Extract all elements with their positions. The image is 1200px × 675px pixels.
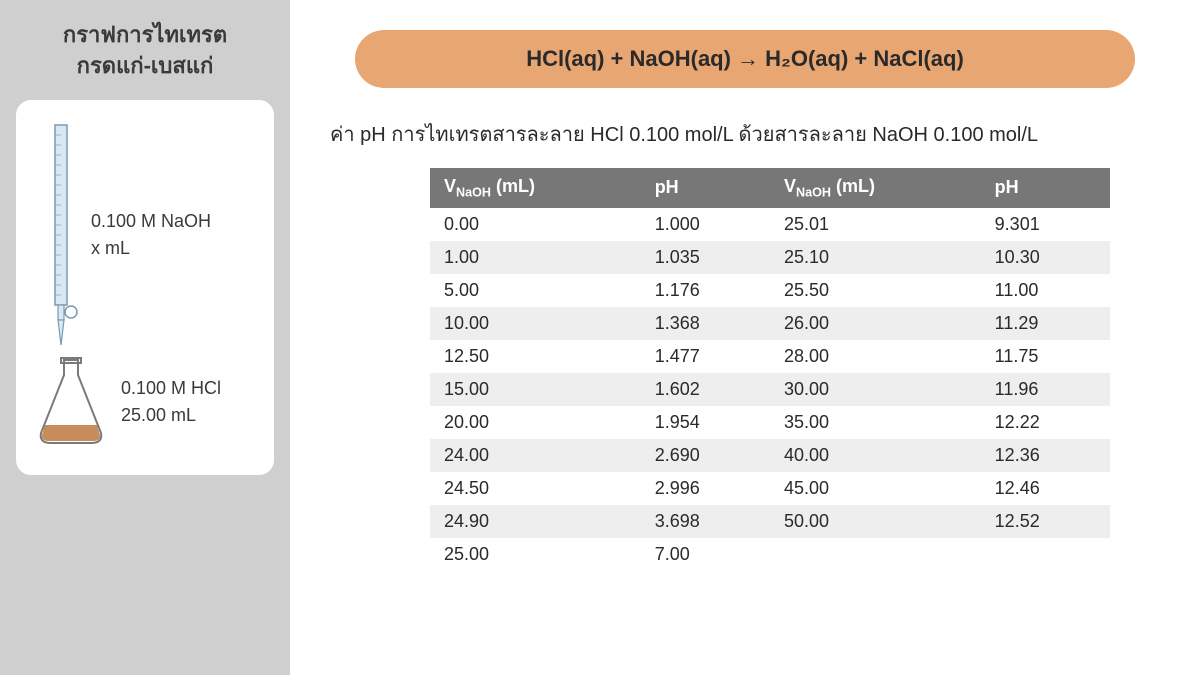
sidebar-title-line1: กราฟการไทเทรต [63,22,227,47]
table-row: 25.007.00 [430,538,1110,571]
table-cell: 25.10 [770,241,981,274]
table-cell: 1.000 [641,208,770,241]
table-cell: 1.176 [641,274,770,307]
main-content: HCl(aq) + NaOH(aq) → H₂O(aq) + NaCl(aq) … [290,0,1200,675]
sidebar: กราฟการไทเทรต กรดแก่-เบสแก่ [0,0,290,675]
flask-icon [31,355,111,450]
table-cell: 1.477 [641,340,770,373]
table-cell: 9.301 [981,208,1110,241]
table-cell: 24.00 [430,439,641,472]
col-header-vnaoh-2: VNaOH (mL) [770,168,981,208]
table-cell: 1.954 [641,406,770,439]
table-cell: 12.22 [981,406,1110,439]
table-row: 24.002.69040.0012.36 [430,439,1110,472]
table-cell: 11.75 [981,340,1110,373]
table-cell: 26.00 [770,307,981,340]
table-cell: 10.30 [981,241,1110,274]
table-cell: 10.00 [430,307,641,340]
table-cell: 5.00 [430,274,641,307]
table-row: 1.001.03525.1010.30 [430,241,1110,274]
table-cell: 25.01 [770,208,981,241]
apparatus-card: 0.100 M NaOH x mL 0.100 M HCl 25.00 mL [16,100,274,475]
sidebar-title-line2: กรดแก่-เบสแก่ [77,53,214,78]
table-row: 20.001.95435.0012.22 [430,406,1110,439]
table-row: 24.903.69850.0012.52 [430,505,1110,538]
burette-label-line1: 0.100 M NaOH [91,211,211,231]
table-cell: 12.36 [981,439,1110,472]
burette-label-line2: x mL [91,238,130,258]
ph-data-table: VNaOH (mL) pH VNaOH (mL) pH 0.001.00025.… [430,168,1110,571]
col-header-vnaoh-1: VNaOH (mL) [430,168,641,208]
table-cell: 12.46 [981,472,1110,505]
table-cell: 25.50 [770,274,981,307]
table-cell: 30.00 [770,373,981,406]
table-cell: 2.996 [641,472,770,505]
equation-text: HCl(aq) + NaOH(aq) → H₂O(aq) + NaCl(aq) [526,46,964,71]
col-header-ph-2: pH [981,168,1110,208]
burette-label: 0.100 M NaOH x mL [91,208,211,262]
table-cell: 12.50 [430,340,641,373]
equation-pill: HCl(aq) + NaOH(aq) → H₂O(aq) + NaCl(aq) [355,30,1135,88]
table-header-row: VNaOH (mL) pH VNaOH (mL) pH [430,168,1110,208]
flask-label-line1: 0.100 M HCl [121,378,221,398]
table-cell: 25.00 [430,538,641,571]
table-row: 15.001.60230.0011.96 [430,373,1110,406]
table-cell: 24.90 [430,505,641,538]
flask-label: 0.100 M HCl 25.00 mL [121,375,221,429]
table-row: 10.001.36826.0011.29 [430,307,1110,340]
table-cell: 35.00 [770,406,981,439]
burette-icon [41,120,81,350]
table-cell: 40.00 [770,439,981,472]
table-cell: 24.50 [430,472,641,505]
table-cell: 1.602 [641,373,770,406]
table-cell: 45.00 [770,472,981,505]
table-cell: 0.00 [430,208,641,241]
table-subtitle: ค่า pH การไทเทรตสารละลาย HCl 0.100 mol/L… [330,118,1160,150]
table-cell: 11.29 [981,307,1110,340]
sidebar-title: กราฟการไทเทรต กรดแก่-เบสแก่ [63,20,227,82]
table-row: 24.502.99645.0012.46 [430,472,1110,505]
table-row: 5.001.17625.5011.00 [430,274,1110,307]
burette-row: 0.100 M NaOH x mL [41,120,211,350]
table-cell: 1.00 [430,241,641,274]
table-cell: 12.52 [981,505,1110,538]
flask-row: 0.100 M HCl 25.00 mL [31,355,221,450]
table-cell: 7.00 [641,538,770,571]
table-cell: 11.00 [981,274,1110,307]
table-cell [981,538,1110,571]
table-cell: 2.690 [641,439,770,472]
table-cell: 15.00 [430,373,641,406]
table-cell: 1.368 [641,307,770,340]
table-cell: 20.00 [430,406,641,439]
table-cell: 50.00 [770,505,981,538]
table-cell [770,538,981,571]
table-cell: 1.035 [641,241,770,274]
table-cell: 11.96 [981,373,1110,406]
flask-label-line2: 25.00 mL [121,405,196,425]
table-row: 0.001.00025.019.301 [430,208,1110,241]
table-cell: 3.698 [641,505,770,538]
table-row: 12.501.47728.0011.75 [430,340,1110,373]
table-cell: 28.00 [770,340,981,373]
col-header-ph-1: pH [641,168,770,208]
